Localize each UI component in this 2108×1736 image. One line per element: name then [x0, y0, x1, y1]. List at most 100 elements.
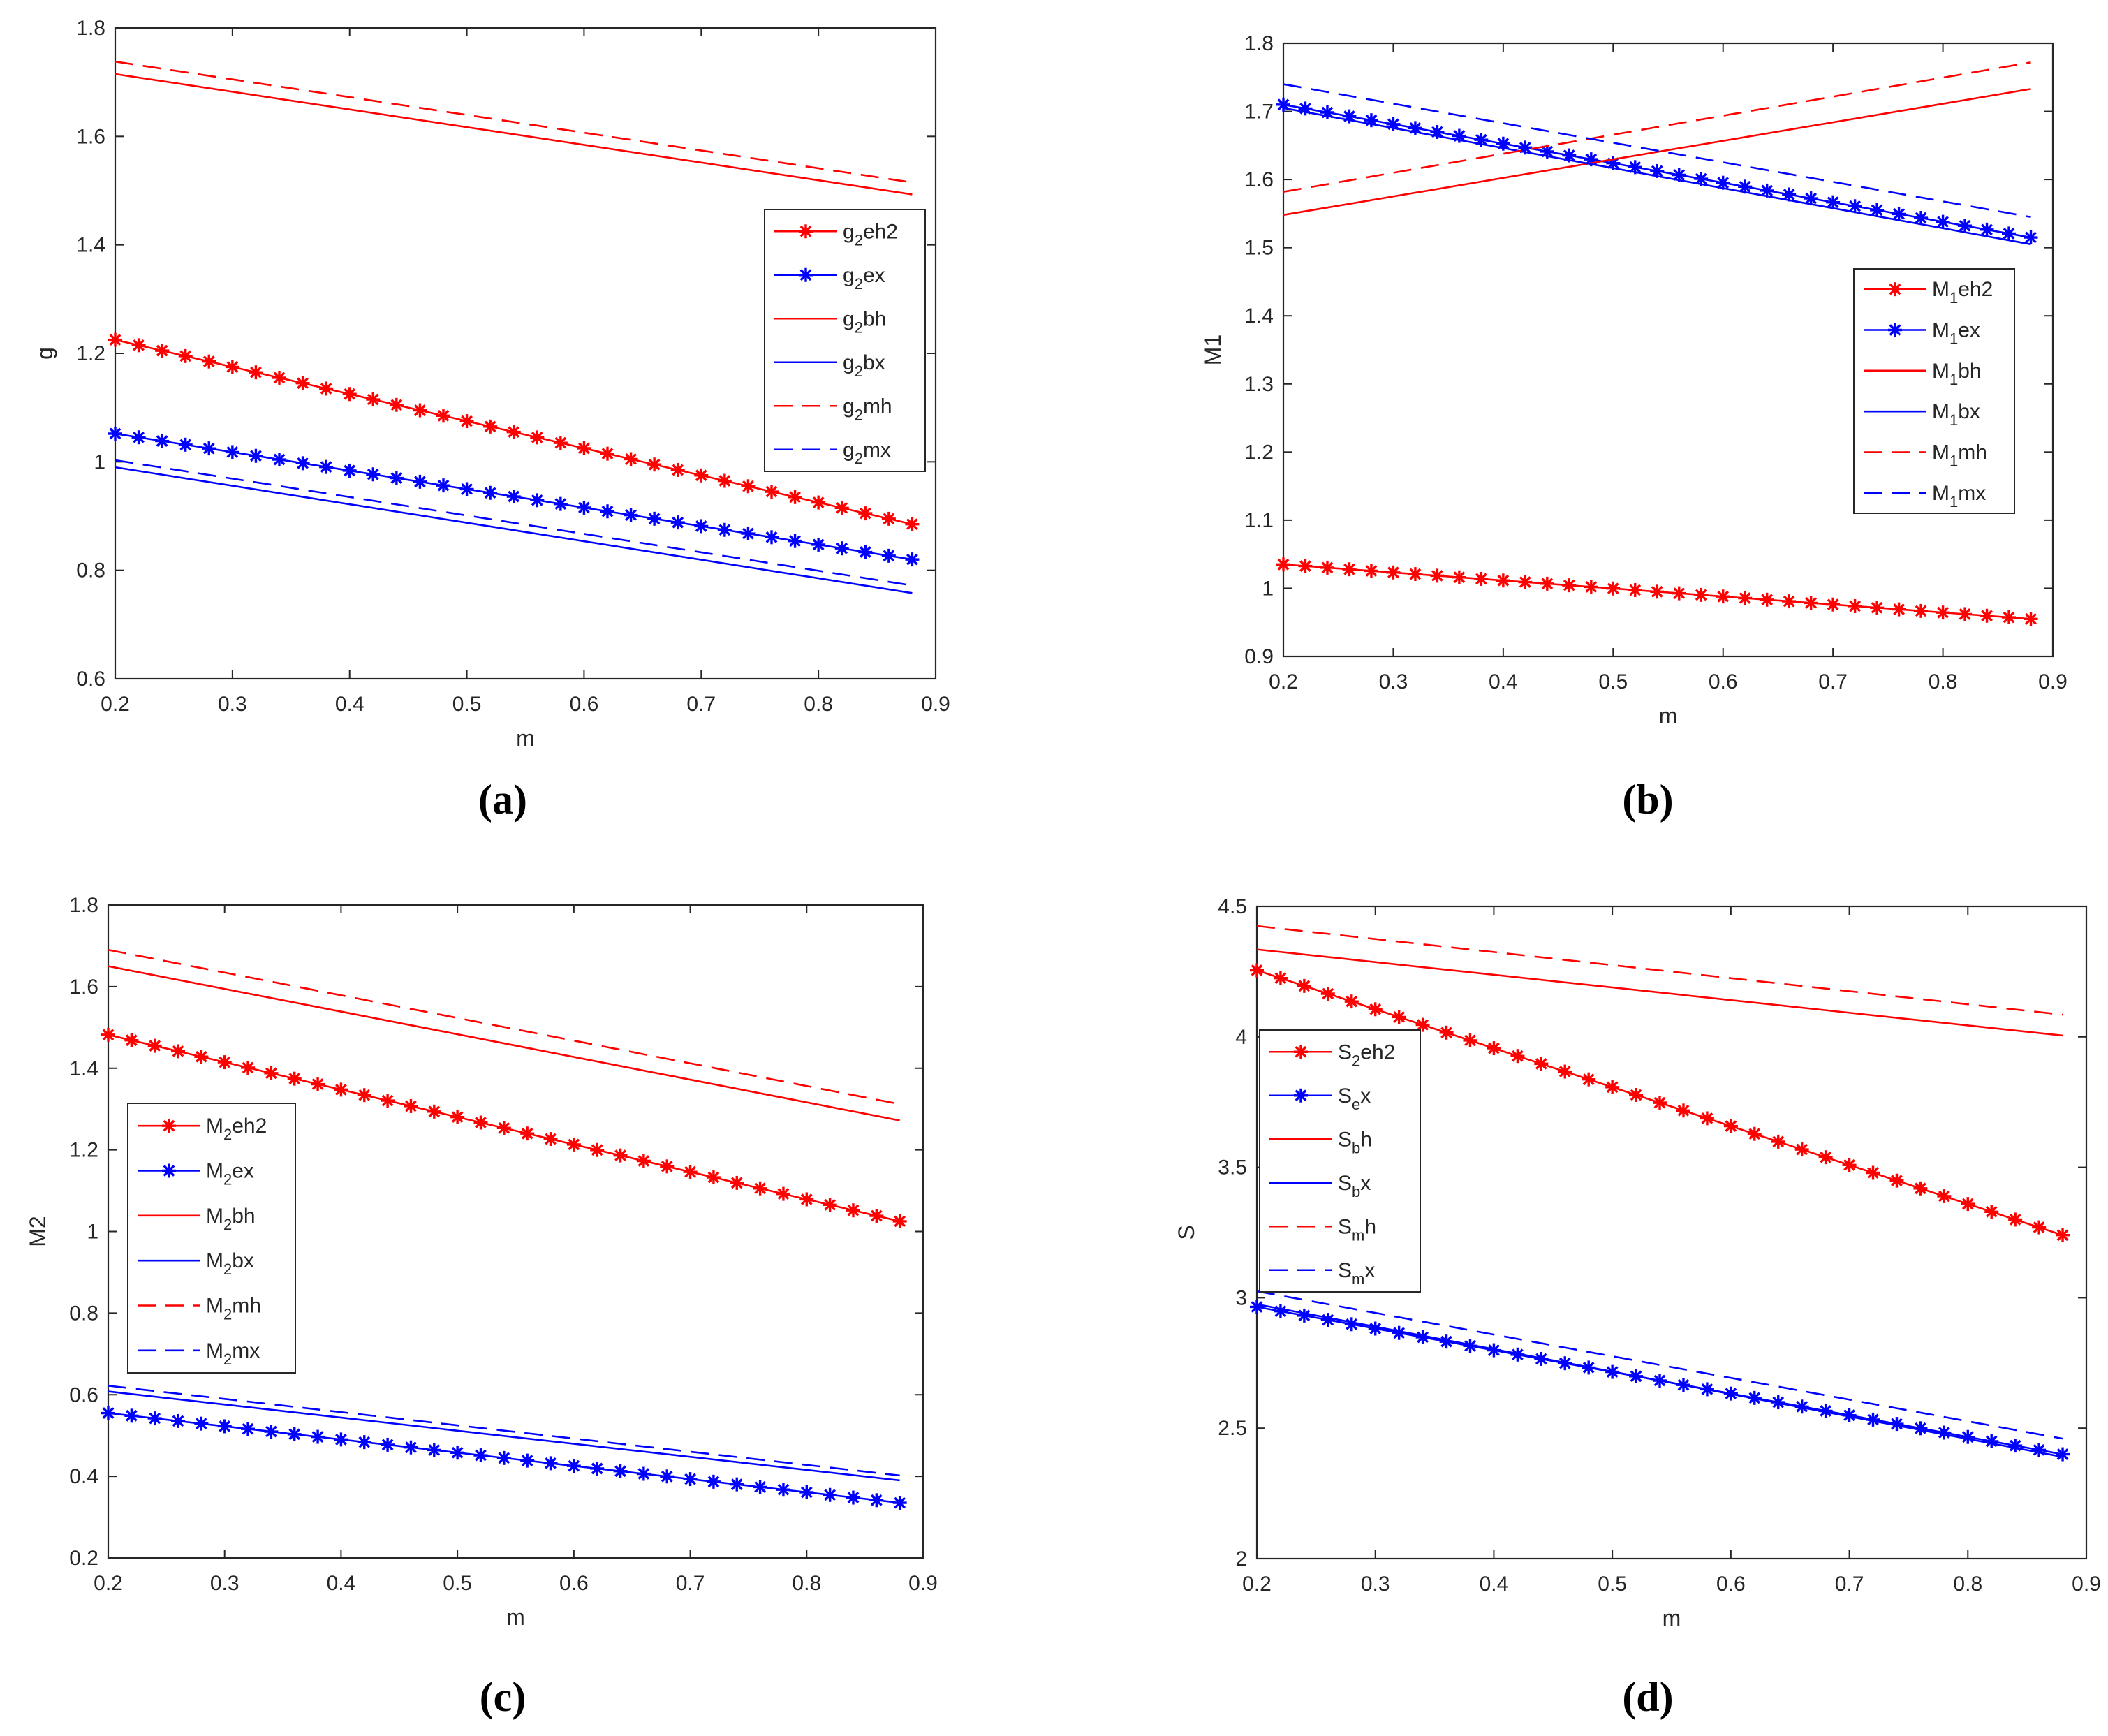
marker-stroke [568, 1138, 580, 1151]
series-S2eh2 [1250, 963, 2070, 1242]
marker-stroke [789, 535, 801, 547]
y-tick-label: 1.6 [69, 976, 98, 999]
legend-label-subscript: 1 [1949, 493, 1958, 510]
marker-stroke [390, 472, 403, 484]
legend-label: M1mx [1932, 482, 1986, 510]
data-point [483, 485, 498, 500]
marker-stroke [695, 520, 707, 532]
legend-label-suffix: x [1360, 1084, 1371, 1108]
y-tick-label: 1.4 [1244, 304, 1274, 328]
y-tick-label: 0.8 [69, 1302, 98, 1325]
data-point [287, 1071, 302, 1086]
legend-label-subscript: 1 [1949, 453, 1958, 470]
marker-stroke [1582, 1073, 1595, 1086]
marker-stroke [1959, 608, 1971, 620]
series-g2mh [115, 60, 913, 184]
data-point [858, 506, 873, 521]
legend-label-base: M [206, 1205, 223, 1228]
marker-stroke [1277, 558, 1290, 571]
series-M1mh [1283, 61, 2031, 193]
data-point [287, 1427, 302, 1441]
legend-label-subscript: 2 [855, 450, 863, 467]
data-point [530, 493, 545, 508]
marker-stroke [288, 1428, 301, 1441]
marker-stroke [1464, 1339, 1476, 1352]
legend-label-subscript: b [1352, 1183, 1360, 1200]
data-point [1605, 1080, 1620, 1094]
y-tick-label: 1.3 [1244, 373, 1274, 396]
marker-stroke [1867, 1167, 1879, 1179]
marker-stroke [695, 469, 707, 482]
series-line [108, 1390, 900, 1482]
data-point [706, 1474, 721, 1489]
data-point [1298, 559, 1313, 573]
data-point [155, 434, 170, 448]
data-point [1738, 591, 1753, 605]
data-point [1297, 1308, 1311, 1323]
legend-label-suffix: bx [1958, 400, 1980, 423]
legend-label-subscript: 2 [855, 318, 863, 336]
data-point [295, 456, 310, 471]
y-tick-label: 3 [1235, 1286, 1247, 1309]
data-point [1273, 971, 1288, 985]
legend-label-subscript: 1 [1949, 289, 1958, 307]
marker-stroke [531, 431, 543, 443]
marker-stroke [149, 1412, 161, 1425]
marker-stroke [545, 1457, 557, 1469]
marker-stroke [1891, 1175, 1903, 1187]
data-point [694, 519, 709, 534]
marker-stroke [405, 1100, 417, 1112]
data-point [1628, 583, 1642, 598]
legend-label-subscript: 2 [223, 1351, 232, 1368]
legend-label-base: S [1338, 1215, 1352, 1238]
legend-label: M1bx [1932, 400, 1980, 429]
marker-stroke [273, 372, 286, 384]
data-point [892, 1214, 907, 1228]
legend-label-suffix: mh [1958, 441, 1987, 464]
marker-stroke [219, 1420, 231, 1432]
legend-label-subscript: 2 [223, 1216, 232, 1233]
marker-stroke [1805, 596, 1818, 609]
legend-label-base: g [843, 220, 855, 243]
data-point [905, 517, 920, 531]
marker-stroke [1673, 169, 1686, 181]
marker-stroke [179, 439, 192, 451]
data-point [1430, 568, 1445, 583]
data-point [858, 545, 873, 559]
marker-stroke [799, 225, 812, 237]
data-point [1584, 580, 1598, 594]
marker-stroke [1914, 1182, 1926, 1195]
legend-label: Smh [1338, 1215, 1376, 1244]
marker-stroke [1739, 592, 1751, 604]
legend-label-suffix: bh [863, 307, 886, 330]
marker-stroke [1985, 1435, 1998, 1448]
data-point [366, 467, 381, 482]
data-point [1771, 1134, 1785, 1149]
series-line [1283, 107, 2031, 246]
marker-stroke [531, 494, 543, 506]
marker-stroke [1453, 571, 1466, 584]
marker-stroke [1511, 1050, 1524, 1062]
legend-marker [1888, 323, 1902, 337]
y-tick-label: 0.8 [76, 559, 105, 582]
marker-stroke [568, 1459, 580, 1472]
data-point [788, 534, 802, 548]
data-point [101, 1027, 115, 1042]
data-point [1958, 607, 1973, 621]
x-tick-label: 0.6 [1709, 670, 1738, 693]
data-point [1487, 1041, 1501, 1056]
marker-stroke [1843, 1158, 1855, 1171]
marker-stroke [1298, 980, 1311, 992]
legend-label: Sbh [1338, 1128, 1372, 1156]
legend-label-base: g [843, 307, 855, 330]
legend-label: Smx [1338, 1259, 1375, 1288]
marker-stroke [484, 487, 496, 499]
series-g2bx [115, 466, 913, 594]
marker-stroke [1843, 1409, 1855, 1422]
y-tick-label: 1.6 [1244, 168, 1274, 191]
legend-label-subscript: 2 [223, 1171, 232, 1189]
marker-stroke [1343, 563, 1355, 575]
data-point [381, 1094, 395, 1108]
legend-label-base: S [1338, 1172, 1352, 1195]
